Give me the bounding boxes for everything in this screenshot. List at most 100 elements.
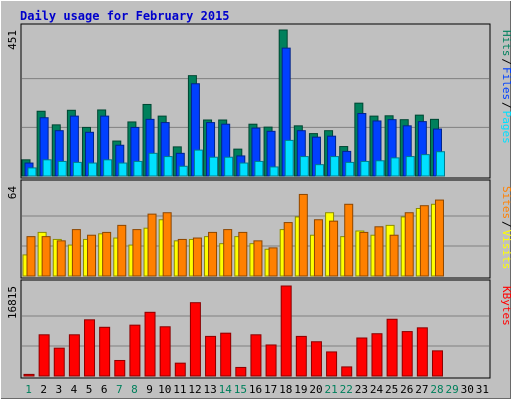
legend-label-pages: Pages	[500, 111, 512, 144]
bar-pages-day-22	[345, 161, 355, 177]
chart-title: Daily usage for February 2015	[20, 9, 230, 23]
x-tick-label-day-24: 24	[370, 383, 384, 396]
y-max-label: 16815	[6, 286, 19, 319]
x-tick-label-day-3: 3	[56, 383, 63, 396]
bar-sites-day-1	[26, 236, 36, 277]
bar-kbytes-day-27	[416, 327, 428, 377]
bar-sites-day-13	[208, 231, 218, 277]
x-tick-label-day-5: 5	[86, 383, 93, 396]
bar-kbytes-day-20	[310, 341, 322, 377]
bar-sites-day-6	[102, 231, 112, 277]
bar-pages-day-1	[27, 167, 37, 177]
bar-sites-day-7	[117, 224, 127, 277]
bar-kbytes-day-1	[23, 373, 35, 377]
bar-pages-day-17	[269, 166, 279, 177]
bar-pages-day-19	[299, 156, 309, 177]
bar-sites-day-16	[253, 240, 263, 277]
bar-pages-day-23	[360, 160, 370, 177]
panel-kbytes: 16815 KBytes	[6, 279, 512, 379]
x-tick-label-day-11: 11	[173, 383, 186, 396]
bar-pages-day-13	[209, 156, 219, 177]
bar-kbytes-day-2	[38, 334, 50, 377]
legend-label-sites: Sites	[500, 186, 512, 219]
bar-sites-day-21	[329, 220, 339, 277]
x-tick-label-day-6: 6	[101, 383, 108, 396]
x-tick-label-day-13: 13	[203, 383, 216, 396]
bar-pages-day-4	[72, 161, 82, 177]
bars	[21, 29, 445, 177]
bar-sites-day-19	[298, 193, 308, 277]
bar-pages-day-10	[163, 156, 173, 177]
legend-label-kbytes: KBytes	[500, 286, 512, 326]
legend-label-files: Files	[500, 67, 512, 100]
bar-sites-day-3	[56, 240, 66, 277]
x-tick-label-day-31: 31	[476, 383, 489, 396]
bar-pages-day-6	[103, 159, 113, 177]
x-tick-label-day-21: 21	[325, 383, 338, 396]
bar-pages-day-12	[193, 149, 203, 177]
bar-kbytes-day-13	[205, 335, 217, 377]
x-tick-label-day-2: 2	[40, 383, 47, 396]
bar-sites-day-25	[389, 234, 399, 277]
bar-pages-day-24	[375, 160, 385, 177]
bar-kbytes-day-11	[174, 362, 186, 377]
y-max-label: 451	[6, 30, 19, 50]
bar-pages-day-25	[390, 157, 400, 177]
x-tick-label-day-9: 9	[146, 383, 153, 396]
bar-sites-day-2	[41, 236, 51, 277]
bar-kbytes-day-7	[114, 359, 126, 377]
bar-kbytes-day-10	[159, 326, 171, 377]
bar-kbytes-day-22	[341, 366, 353, 377]
bar-kbytes-day-21	[326, 351, 338, 377]
x-tick-label-day-26: 26	[400, 383, 413, 396]
bar-sites-day-14	[223, 229, 233, 277]
bars	[22, 193, 444, 277]
bar-kbytes-day-26	[401, 331, 413, 377]
x-tick-label-day-23: 23	[355, 383, 368, 396]
bar-kbytes-day-9	[144, 311, 156, 377]
bar-kbytes-day-19	[295, 335, 307, 377]
bar-kbytes-day-6	[99, 326, 111, 377]
bar-pages-day-11	[178, 165, 188, 177]
bar-sites-day-5	[87, 234, 97, 277]
x-tick-label-day-29: 29	[446, 383, 459, 396]
x-tick-label-day-12: 12	[188, 383, 201, 396]
legend: KBytes	[500, 286, 512, 326]
bar-sites-day-28	[434, 199, 444, 277]
bar-pages-day-20	[314, 164, 324, 177]
x-tick-label-day-15: 15	[234, 383, 247, 396]
legend: Sites / Visits	[500, 186, 512, 269]
x-tick-label-day-22: 22	[340, 383, 353, 396]
legend-separator: /	[500, 58, 512, 65]
x-tick-label-day-4: 4	[71, 383, 78, 396]
legend-separator: /	[500, 102, 512, 109]
x-tick-label-day-25: 25	[385, 383, 398, 396]
bar-sites-day-11	[177, 238, 187, 277]
x-tick-label-day-17: 17	[264, 383, 277, 396]
panel-visits-sites: 64 Sites / Visits	[6, 179, 512, 279]
x-tick-label-day-16: 16	[249, 383, 262, 396]
x-tick-label-day-14: 14	[219, 383, 233, 396]
bar-kbytes-day-23	[356, 337, 368, 377]
bar-kbytes-day-14	[220, 332, 232, 377]
bar-kbytes-day-8	[129, 324, 141, 377]
bar-sites-day-10	[162, 212, 172, 277]
panel-hits-files-pages: 451 Hits/Files/Pages	[6, 23, 512, 179]
bar-kbytes-day-12	[189, 302, 201, 377]
bar-pages-day-7	[118, 162, 128, 177]
bar-kbytes-day-24	[371, 333, 383, 377]
bar-pages-day-8	[133, 160, 143, 177]
bar-kbytes-day-17	[265, 344, 277, 377]
legend-label-visits: Visits	[500, 230, 512, 270]
bar-pages-day-21	[330, 156, 340, 177]
bar-sites-day-22	[344, 203, 354, 277]
bar-kbytes-day-3	[53, 347, 65, 377]
bar-pages-day-2	[42, 159, 52, 177]
legend: Hits/Files/Pages	[500, 30, 512, 144]
bar-sites-day-23	[359, 231, 369, 277]
bar-pages-day-15	[239, 162, 249, 177]
bar-pages-day-18	[284, 139, 294, 177]
bar-sites-day-15	[238, 231, 248, 277]
bar-sites-day-17	[268, 247, 278, 277]
